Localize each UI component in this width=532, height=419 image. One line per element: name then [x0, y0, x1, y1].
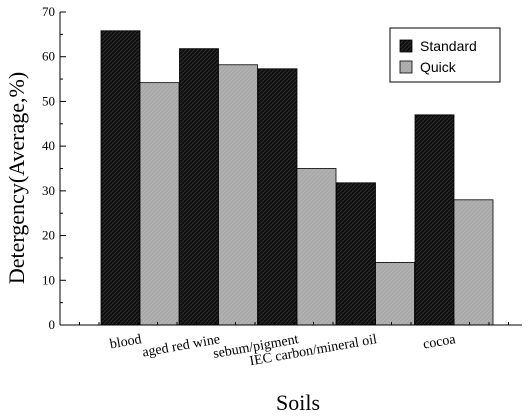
bar-quick-1 — [139, 82, 180, 326]
y-tick-label: 0 — [49, 317, 56, 332]
legend-swatch-quick — [399, 60, 413, 74]
bar-standard-1 — [100, 30, 141, 326]
legend: Standard Quick — [389, 27, 501, 83]
y-axis: 0 10 20 30 40 50 60 70 — [42, 4, 66, 332]
bar-quick-4 — [375, 261, 415, 326]
bar-standard-5 — [414, 114, 455, 326]
y-tick-label: 40 — [42, 138, 55, 153]
y-tick-label: 60 — [42, 49, 55, 64]
legend-label-standard: Standard — [420, 38, 477, 54]
bar-standard-3 — [257, 68, 298, 326]
x-tick-label: aged red wine — [141, 332, 221, 360]
y-axis-title: Detergency(Average,%) — [4, 72, 29, 284]
legend-label-quick: Quick — [420, 59, 457, 75]
bar-quick-2 — [218, 64, 258, 326]
x-tick-label: blood — [109, 332, 143, 352]
y-tick-label: 70 — [42, 4, 55, 19]
legend-swatch-standard — [399, 39, 413, 53]
y-tick-label: 30 — [42, 183, 55, 198]
y-tick-label: 20 — [42, 228, 55, 243]
bar-quick-5 — [453, 199, 494, 326]
bars-group — [100, 30, 494, 326]
bar-quick-3 — [296, 168, 337, 326]
y-tick-label: 10 — [42, 272, 55, 287]
bar-standard-2 — [179, 48, 219, 326]
y-tick-label: 50 — [42, 93, 55, 108]
x-tick-label: cocoa — [422, 332, 458, 353]
bar-standard-4 — [336, 182, 376, 326]
x-axis-title: Soils — [276, 390, 320, 415]
